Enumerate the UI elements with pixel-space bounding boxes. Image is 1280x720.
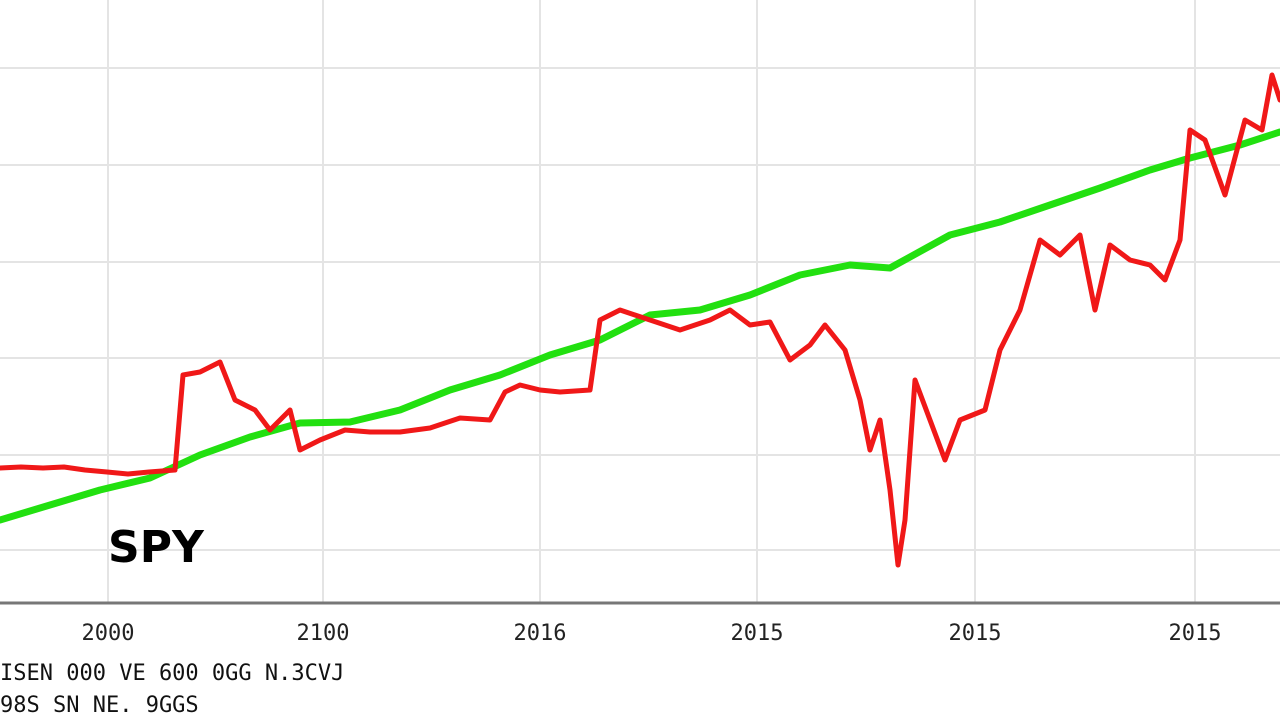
x-tick-label: 2015 [731,621,784,646]
series-line [0,128,1280,524]
x-ticks: 2000 2100 2016 2015 2015 2015 [82,621,1222,646]
series-line [0,72,1280,568]
x-tick-label: 2100 [297,621,350,646]
annotation: SPY [108,522,205,573]
vertical-grid [107,0,1196,603]
x-tick-label: 2015 [1169,621,1222,646]
footnote: 98S SN NE. 9GGS [0,693,199,718]
horizontal-grid [0,67,1280,551]
x-tick-label: 2015 [949,621,1002,646]
footnote: ISEN 000 VE 600 0GG N.3CVJ [0,661,344,686]
plot [0,72,1280,568]
x-tick-label: 2016 [514,621,567,646]
x-tick-label: 2000 [82,621,135,646]
